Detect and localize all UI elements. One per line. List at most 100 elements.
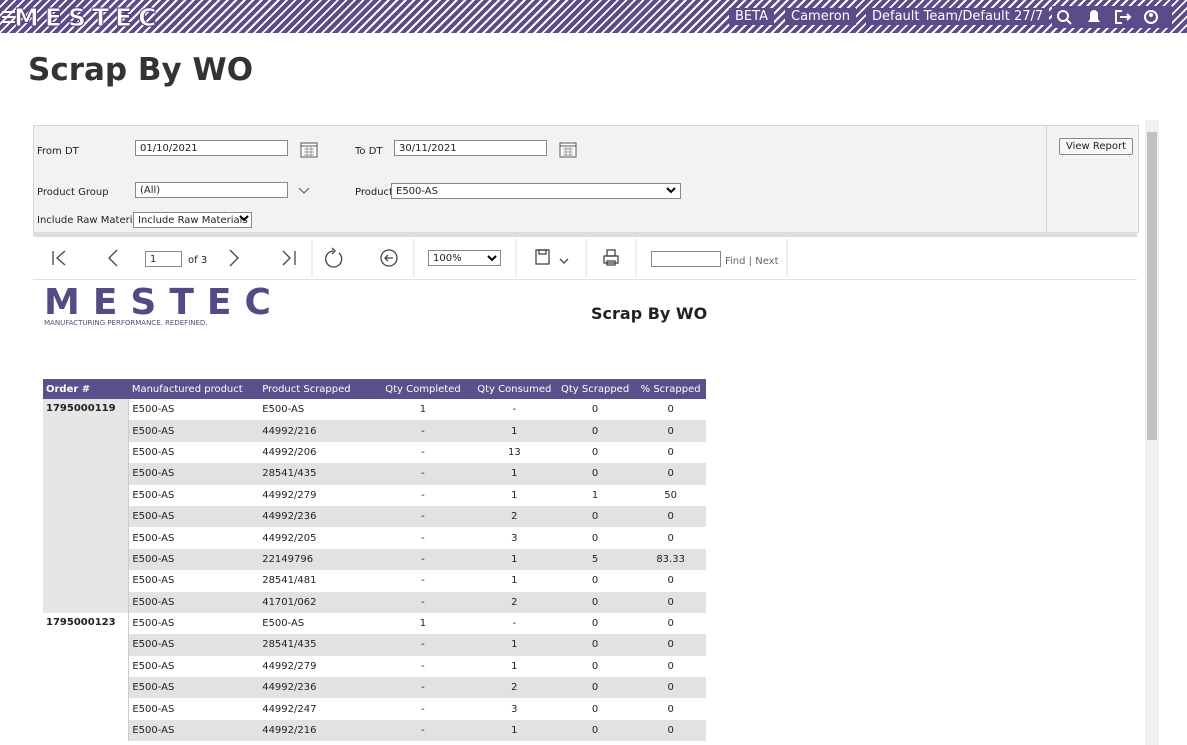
nav-team[interactable]: Default Team/Default 27/7	[866, 8, 1050, 25]
zoom-select[interactable]: 100%	[428, 250, 501, 266]
cell: 44992/279	[259, 484, 372, 506]
calendar-icon[interactable]	[300, 141, 318, 158]
label: Include Raw Materials	[37, 215, 147, 226]
logo[interactable]: MESTEC	[13, 3, 163, 33]
cell: -	[371, 634, 475, 656]
cell: -	[371, 698, 475, 720]
cell: -	[371, 463, 475, 485]
column-header: Product Scrapped	[259, 379, 372, 399]
cell: 41701/062	[259, 591, 372, 613]
menu-icon[interactable]	[2, 10, 16, 24]
cell: 0	[554, 399, 636, 421]
cell: 44992/236	[259, 677, 372, 699]
cell: 1	[554, 484, 636, 506]
cell: 13	[474, 441, 555, 464]
cell: 83.33	[635, 548, 706, 571]
cell: 44992/205	[259, 527, 372, 549]
cell: -	[371, 677, 475, 699]
find-input[interactable]	[651, 251, 721, 267]
data-row: 1795000123 E500-AS E500-AS 1-0 0	[43, 612, 706, 742]
report-title: Scrap By WO	[591, 304, 708, 323]
cell: 2	[474, 505, 555, 528]
cell: E500-AS	[128, 463, 260, 485]
dropdown[interactable]: E500-AS	[391, 183, 681, 199]
cell: 0	[554, 698, 636, 720]
cell: -	[371, 420, 475, 442]
cell: E500-AS	[128, 505, 260, 528]
cell: 1	[474, 655, 555, 678]
scrollbar-thumb[interactable]	[1147, 132, 1157, 440]
calendar-icon[interactable]	[559, 141, 577, 158]
page-input[interactable]: 1	[145, 251, 182, 267]
cell: 44992/206	[259, 441, 372, 464]
cell: 5	[554, 548, 636, 571]
splitter[interactable]	[33, 232, 1137, 237]
cell: 0	[554, 655, 636, 678]
dropdown[interactable]: (All)	[135, 182, 288, 198]
cell: E500-AS	[128, 719, 260, 742]
report-tagline: MANUFACTURING PERFORMANCE. REDEFINED.	[44, 319, 208, 327]
date-input[interactable]: 01/10/2021	[135, 140, 288, 156]
cell: 50	[635, 484, 706, 506]
cell: 3	[474, 698, 555, 720]
order-cell: 1795000123	[43, 612, 129, 742]
view-report-button[interactable]: View Report	[1059, 138, 1134, 155]
cell: 1	[371, 399, 475, 421]
cell: E500-AS	[128, 634, 260, 656]
page-count: of 3	[188, 255, 208, 266]
dropdown-arrow[interactable]	[486, 254, 498, 264]
header-icons[interactable]	[1052, 6, 1172, 28]
cell: E500-AS	[128, 548, 260, 571]
cell: 0	[635, 591, 706, 613]
cell: -	[371, 441, 475, 464]
data-row: E500-AS 44992/247-3 0 0	[43, 698, 706, 720]
cell: 0	[635, 399, 706, 421]
cell: E500-AS	[128, 591, 260, 613]
cell: 44992/216	[259, 719, 372, 742]
cell: 0	[554, 591, 636, 613]
dropdown-arrow[interactable]	[298, 186, 310, 196]
cell: 28541/481	[259, 570, 372, 592]
cell: 1	[474, 634, 555, 656]
cell: 44992/216	[259, 420, 372, 442]
header-row: Order # Manufactured product Product Scrap…	[43, 379, 706, 399]
cell: 0	[554, 420, 636, 442]
label: Product Group	[37, 187, 109, 198]
dropdown[interactable]: Include Raw Materials	[133, 212, 252, 228]
column-header: Qty Consumed	[474, 379, 555, 399]
cell: -	[371, 505, 475, 528]
cell: 1	[474, 420, 555, 442]
find-next[interactable]: Find | Next	[725, 256, 779, 267]
cell: 0	[554, 677, 636, 699]
data-row: E500-AS 44992/279-1 1 50	[43, 484, 706, 506]
data-row: E500-AS 28541/435-1 0 0	[43, 634, 706, 656]
cell: 3	[474, 527, 555, 549]
cell: 44992/279	[259, 655, 372, 678]
toolbar	[33, 237, 1137, 280]
report-logo: MESTEC	[44, 282, 284, 323]
cell: -	[474, 399, 555, 421]
cell: 0	[635, 527, 706, 549]
nav-user[interactable]: Cameron	[785, 8, 856, 25]
date-input[interactable]: 30/11/2021	[394, 140, 547, 156]
cell: -	[474, 612, 555, 635]
cell: 44992/247	[259, 698, 372, 720]
cell: 1	[474, 719, 555, 742]
nav-beta[interactable]: BETA	[729, 8, 774, 25]
cell: -	[371, 570, 475, 592]
dropdown-arrow[interactable]	[238, 214, 250, 224]
cell: 44992/236	[259, 505, 372, 528]
cell: 0	[635, 655, 706, 678]
dropdown-arrow[interactable]	[665, 186, 677, 196]
label: To DT	[355, 146, 383, 157]
cell: 0	[635, 441, 706, 464]
cell: 0	[635, 677, 706, 699]
cell: -	[371, 548, 475, 571]
toolbar-icons[interactable]	[33, 237, 793, 279]
cell: 0	[635, 719, 706, 742]
cell: E500-AS	[128, 527, 260, 549]
data-row: E500-AS 28541/481-1 0 0	[43, 570, 706, 592]
data-row: E500-AS 44992/206-13 0 0	[43, 441, 706, 464]
cell: 0	[554, 719, 636, 742]
data-row: 1795000119 E500-AS E500-AS 1-0 0	[43, 399, 706, 613]
